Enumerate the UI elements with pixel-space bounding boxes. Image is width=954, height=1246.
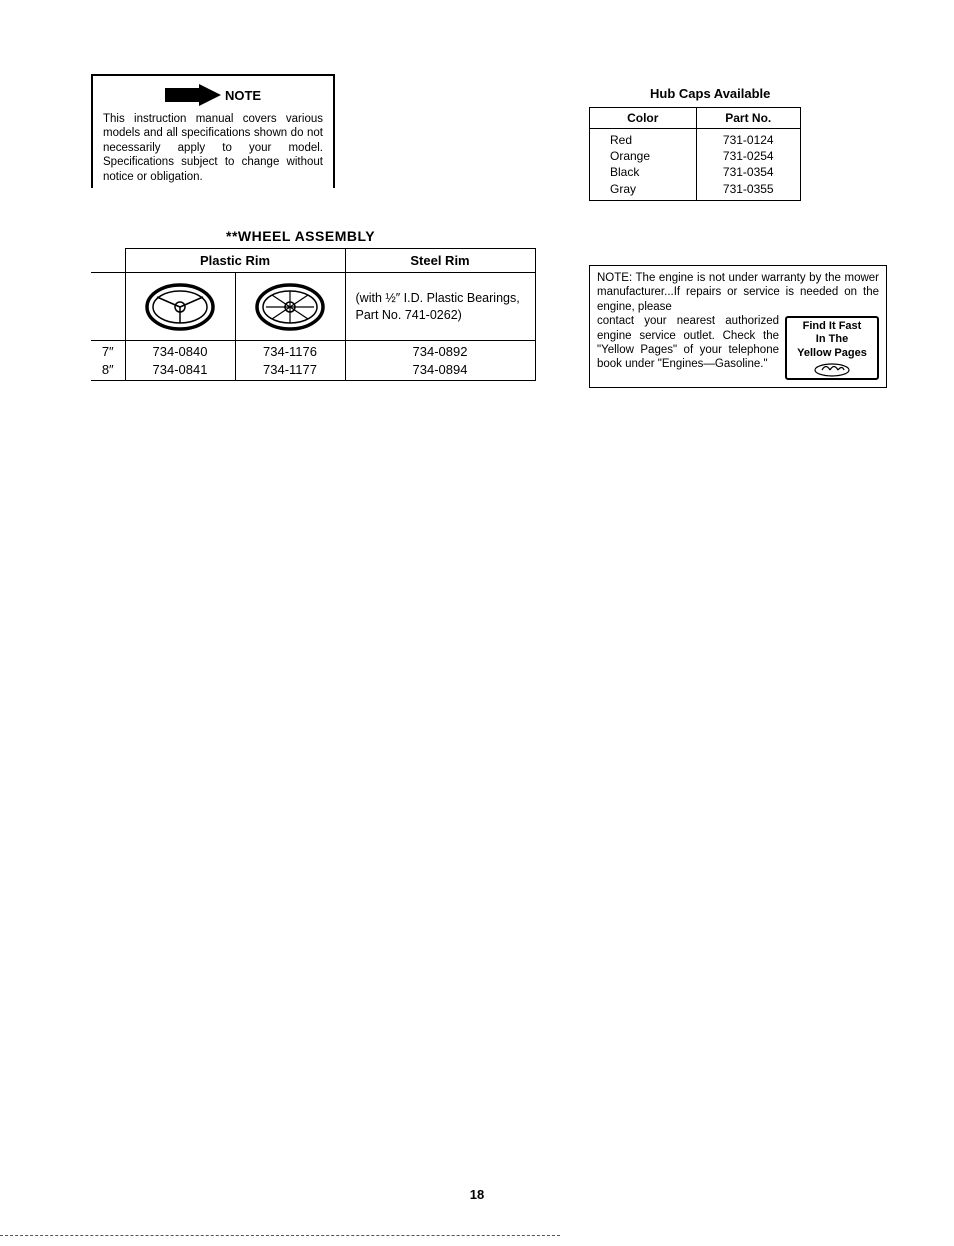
steel-parts-cell: 734-0892 734-0894 [345, 341, 535, 381]
plastic-wheel-b-image-cell [235, 273, 345, 341]
blank-cell [91, 273, 125, 341]
hubcap-part: 731-0254 [705, 148, 793, 164]
hubcaps-part-header: Part No. [696, 108, 801, 129]
hubcap-color: Gray [610, 181, 688, 197]
part-number: 734-0892 [352, 343, 529, 361]
badge-line: Yellow Pages [790, 347, 874, 360]
hubcap-part: 731-0124 [705, 132, 793, 148]
arrow-right-icon [165, 84, 221, 106]
wheel-multi-spoke-icon [254, 281, 326, 333]
note-header: NOTE [103, 84, 323, 106]
table-header-row: Color Part No. [590, 108, 801, 129]
bottom-rule [0, 1235, 560, 1236]
hubcap-part: 731-0355 [705, 181, 793, 197]
part-number: 734-1177 [242, 361, 339, 379]
wheel-size: 7″ [97, 343, 119, 361]
note-box: NOTE This instruction manual covers vari… [91, 74, 335, 188]
engine-note-line2: contact your nearest authorized engine s… [597, 314, 779, 380]
badge-line: Find It Fast [790, 320, 874, 333]
walking-fingers-icon [812, 361, 852, 377]
part-number: 734-0894 [352, 361, 529, 379]
note-body-text: This instruction manual covers various m… [103, 112, 323, 184]
table-data-row: 7″ 8″ 734-0840 734-0841 734-1176 734-117… [91, 341, 535, 381]
engine-note-box: NOTE: The engine is not under warranty b… [589, 265, 887, 388]
badge-line: In The [790, 333, 874, 346]
hubcaps-color-header: Color [590, 108, 697, 129]
plastic-a-parts-cell: 734-0840 734-0841 [125, 341, 235, 381]
engine-note-lower: contact your nearest authorized engine s… [597, 314, 879, 380]
hubcaps-colors-cell: Red Orange Black Gray [590, 129, 697, 201]
part-number: 734-0840 [132, 343, 229, 361]
hubcap-color: Black [610, 164, 688, 180]
plastic-b-parts-cell: 734-1176 734-1177 [235, 341, 345, 381]
wheel-assembly-title: **WHEEL ASSEMBLY [226, 228, 375, 244]
hubcap-color: Red [610, 132, 688, 148]
hubcap-color: Orange [610, 148, 688, 164]
hubcaps-table: Color Part No. Red Orange Black Gray 731… [589, 107, 801, 201]
part-number: 734-0841 [132, 361, 229, 379]
hubcaps-title: Hub Caps Available [650, 86, 770, 101]
plastic-wheel-a-image-cell [125, 273, 235, 341]
hubcap-part: 731-0354 [705, 164, 793, 180]
table-row: Red Orange Black Gray 731-0124 731-0254 … [590, 129, 801, 201]
wheel-assembly-table: Plastic Rim Steel Rim [91, 248, 536, 381]
wheel-spoke-icon [144, 281, 216, 333]
table-header-row: Plastic Rim Steel Rim [91, 249, 535, 273]
blank-cell [91, 249, 125, 273]
table-image-row: (with ½″ I.D. Plastic Bearings, Part No.… [91, 273, 535, 341]
hubcaps-parts-cell: 731-0124 731-0254 731-0354 731-0355 [696, 129, 801, 201]
engine-note-line1: NOTE: The engine is not under warranty b… [597, 271, 879, 314]
yellow-pages-badge: Find It Fast In The Yellow Pages [785, 316, 879, 380]
note-label: NOTE [225, 88, 261, 103]
wheel-size: 8″ [97, 361, 119, 379]
steel-rim-description: (with ½″ I.D. Plastic Bearings, Part No.… [345, 273, 535, 341]
page-number: 18 [0, 1187, 954, 1202]
plastic-rim-header: Plastic Rim [125, 249, 345, 273]
part-number: 734-1176 [242, 343, 339, 361]
wheel-sizes-cell: 7″ 8″ [91, 341, 125, 381]
steel-rim-header: Steel Rim [345, 249, 535, 273]
